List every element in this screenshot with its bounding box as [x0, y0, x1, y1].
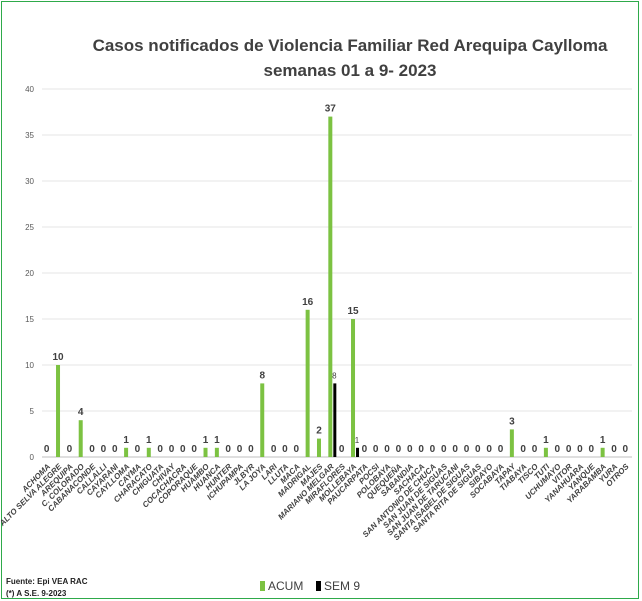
data-label-acum: 37	[325, 104, 337, 115]
data-label-acum: 0	[577, 444, 583, 455]
bar-sem9	[333, 383, 337, 457]
data-label-acum: 0	[112, 444, 118, 455]
data-label-acum: 0	[373, 444, 379, 455]
y-tick-label: 35	[25, 131, 34, 140]
data-label-acum: 1	[146, 435, 152, 446]
data-label-acum: 3	[509, 416, 515, 427]
bar-acum	[214, 447, 219, 457]
y-tick-label: 5	[30, 407, 35, 416]
data-label-acum: 0	[135, 444, 141, 455]
legend-swatch-sem9	[316, 581, 321, 591]
bar-acum	[56, 365, 61, 457]
y-tick-label: 40	[25, 85, 34, 94]
data-label-acum: 0	[566, 444, 572, 455]
bars	[56, 116, 605, 457]
data-label-acum: 1	[203, 435, 209, 446]
data-label-acum: 0	[362, 444, 368, 455]
bar-acum	[600, 447, 605, 457]
y-tick-label: 0	[30, 453, 35, 462]
legend-swatch-acum	[260, 581, 265, 591]
bar-acum	[351, 319, 356, 457]
y-tick-label: 25	[25, 223, 34, 232]
data-label-acum: 10	[52, 352, 64, 363]
data-label-acum: 0	[101, 444, 107, 455]
bar-acum	[260, 383, 265, 457]
data-label-acum: 1	[600, 435, 606, 446]
data-label-acum: 0	[407, 444, 413, 455]
data-label-acum: 0	[282, 444, 288, 455]
legend-label-acum: ACUM	[268, 579, 303, 593]
data-label-acum: 0	[237, 444, 243, 455]
data-label-acum: 0	[475, 444, 481, 455]
data-label-acum: 0	[452, 444, 458, 455]
data-label-acum: 0	[271, 444, 277, 455]
data-label-acum: 0	[67, 444, 73, 455]
data-label-acum: 0	[430, 444, 436, 455]
data-label-acum: 0	[294, 444, 300, 455]
data-label-acum: 0	[396, 444, 402, 455]
data-label-acum: 0	[464, 444, 470, 455]
bar-sem9	[356, 447, 360, 457]
bar-acum	[146, 447, 151, 457]
data-label-acum: 1	[543, 435, 549, 446]
bar-acum	[78, 420, 83, 457]
data-label-acum: 0	[384, 444, 390, 455]
data-label-acum: 0	[532, 444, 538, 455]
bar-acum	[305, 309, 310, 457]
data-label-acum: 0	[180, 444, 186, 455]
data-label-acum: 2	[316, 426, 322, 437]
data-label-acum: 15	[347, 306, 359, 317]
data-label-acum: 0	[498, 444, 504, 455]
data-label-acum: 0	[191, 444, 197, 455]
source-note: Fuente: Epi VEA RAC	[6, 577, 88, 586]
data-label-acum: 0	[418, 444, 424, 455]
data-label-acum: 0	[441, 444, 447, 455]
data-label-acum: 0	[157, 444, 163, 455]
data-label-acum: 0	[611, 444, 617, 455]
data-label-acum: 4	[78, 407, 84, 418]
bar-acum	[543, 447, 548, 457]
source-note-date: (*) A S.E. 9-2023	[6, 589, 67, 598]
legend: ACUM SEM 9	[260, 579, 360, 593]
data-label-acum: 1	[214, 435, 220, 446]
data-label-acum: 0	[486, 444, 492, 455]
chart-title-line2: semanas 01 a 9- 2023	[264, 61, 437, 80]
data-label-sem9: 1	[355, 436, 360, 445]
chart-title-line1: Casos notificados de Violencia Familiar …	[93, 36, 608, 55]
y-tick-label: 15	[25, 315, 34, 324]
data-label-acum: 0	[89, 444, 95, 455]
data-label-sem9: 8	[332, 371, 337, 380]
data-label-acum: 0	[225, 444, 231, 455]
data-label-acum: 8	[259, 370, 265, 381]
y-tick-label: 10	[25, 361, 34, 370]
data-label-acum: 0	[589, 444, 595, 455]
bar-acum	[509, 429, 514, 457]
data-label-acum: 1	[123, 435, 129, 446]
bar-acum	[124, 447, 129, 457]
data-label-acum: 0	[169, 444, 175, 455]
y-axis-ticks: 0 5 10 15 20 25 30 35 40	[25, 85, 34, 462]
data-label-acum: 0	[339, 444, 345, 455]
data-label-acum: 16	[302, 297, 314, 308]
data-label-acum: 0	[248, 444, 254, 455]
data-label-acum: 0	[623, 444, 629, 455]
y-tick-label: 30	[25, 177, 34, 186]
bar-acum	[316, 438, 321, 457]
data-label-acum: 0	[554, 444, 560, 455]
bar-acum	[328, 116, 333, 457]
data-label-acum: 0	[44, 444, 50, 455]
data-label-acum: 0	[520, 444, 526, 455]
legend-label-sem9: SEM 9	[324, 579, 360, 593]
y-tick-label: 20	[25, 269, 34, 278]
bar-acum	[203, 447, 208, 457]
grid-layer	[42, 88, 632, 458]
